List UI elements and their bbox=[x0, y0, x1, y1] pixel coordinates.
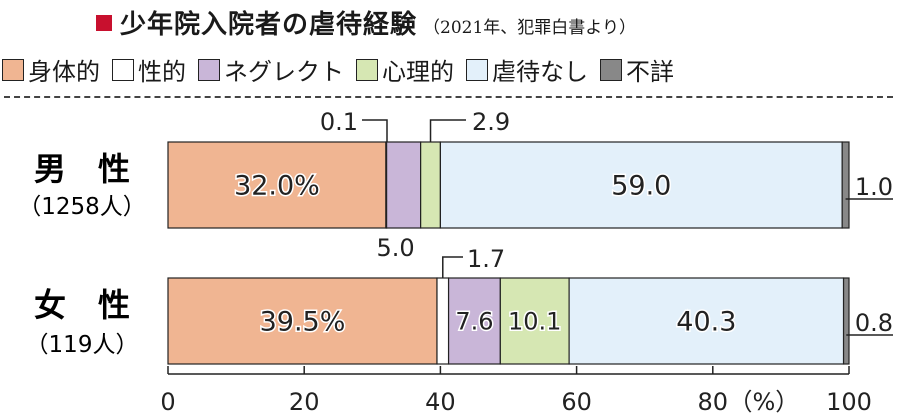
bar-segment bbox=[439, 141, 843, 229]
x-unit-label: （%） bbox=[728, 388, 799, 416]
legend-label: 心理的 bbox=[382, 58, 454, 86]
data-label: 0.8 bbox=[855, 309, 893, 337]
data-label: 2.9 bbox=[472, 108, 510, 136]
data-label: 59.0 bbox=[611, 171, 671, 202]
title-square-icon bbox=[96, 15, 112, 31]
bar-segment bbox=[842, 277, 850, 365]
legend-label: 身体的 bbox=[28, 58, 100, 86]
x-tick-label: 0 bbox=[160, 388, 175, 416]
leader-line bbox=[442, 256, 463, 278]
x-tick-label: 20 bbox=[289, 388, 320, 416]
x-tick-label: 100 bbox=[826, 388, 872, 416]
category-label: 女 性 bbox=[34, 286, 130, 324]
legend-swatch bbox=[600, 58, 622, 81]
data-label: 10.1 bbox=[508, 308, 561, 336]
leader-line bbox=[429, 119, 466, 142]
legend-item-physical: 身体的 bbox=[2, 52, 100, 87]
legend-label: 性的 bbox=[138, 58, 186, 86]
bar-segment bbox=[499, 277, 570, 365]
data-label: 7.6 bbox=[455, 308, 493, 336]
category-label: 男 性 bbox=[34, 150, 130, 188]
legend-swatch bbox=[2, 58, 24, 81]
bar-segment bbox=[167, 277, 438, 365]
data-label: 39.5% bbox=[260, 307, 346, 338]
legend: 身体的 性的 ネグレクト 心理的 虐待なし 不詳 bbox=[2, 52, 686, 87]
bar-segment bbox=[447, 277, 501, 365]
bar-segment bbox=[420, 141, 442, 229]
legend-label: 不詳 bbox=[626, 58, 674, 86]
legend-item-no-abuse: 虐待なし bbox=[466, 52, 588, 87]
x-tick-label: 80 bbox=[698, 388, 729, 416]
divider bbox=[4, 96, 893, 98]
legend-swatch bbox=[466, 58, 488, 81]
legend-swatch bbox=[112, 58, 134, 81]
chart-title-block: 少年院入院者の虐待経験 （2021年、犯罪白書より） bbox=[96, 4, 636, 41]
legend-item-psychological: 心理的 bbox=[356, 52, 454, 87]
bar-segment bbox=[568, 277, 845, 365]
data-label: 32.0% bbox=[234, 171, 320, 202]
legend-item-unknown: 不詳 bbox=[600, 52, 674, 87]
data-label: 1.7 bbox=[467, 245, 505, 273]
category-count-label: （1258人） bbox=[18, 194, 146, 220]
category-count-label: （119人） bbox=[26, 332, 139, 358]
chart-title: 少年院入院者の虐待経験 bbox=[120, 10, 418, 40]
bar-segment bbox=[386, 141, 422, 229]
legend-swatch bbox=[198, 58, 220, 81]
bar-segment bbox=[167, 141, 387, 229]
legend-item-neglect: ネグレクト bbox=[198, 52, 344, 87]
leader-line bbox=[362, 119, 388, 142]
bar-segment bbox=[436, 277, 450, 365]
data-label: 40.3 bbox=[676, 307, 736, 338]
legend-label: ネグレクト bbox=[224, 58, 344, 86]
chart-subtitle: （2021年、犯罪白書より） bbox=[423, 18, 636, 38]
x-tick-label: 40 bbox=[425, 388, 456, 416]
x-tick-label: 60 bbox=[561, 388, 592, 416]
data-label: 0.1 bbox=[320, 108, 358, 136]
bar-segment bbox=[841, 141, 850, 229]
data-label: 5.0 bbox=[377, 234, 415, 262]
legend-label: 虐待なし bbox=[492, 58, 588, 86]
data-label: 1.0 bbox=[855, 173, 893, 201]
legend-item-sexual: 性的 bbox=[112, 52, 186, 87]
legend-swatch bbox=[356, 58, 378, 81]
